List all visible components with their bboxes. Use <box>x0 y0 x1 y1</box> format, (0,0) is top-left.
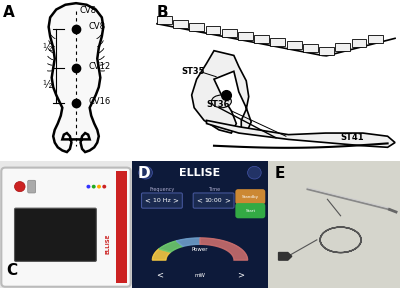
Text: C: C <box>6 263 18 278</box>
Polygon shape <box>152 249 170 260</box>
Text: Power: Power <box>192 247 208 253</box>
FancyBboxPatch shape <box>28 180 36 193</box>
FancyBboxPatch shape <box>303 44 318 52</box>
Text: ½: ½ <box>42 43 52 53</box>
Polygon shape <box>206 120 395 147</box>
Polygon shape <box>176 238 200 247</box>
Text: mW: mW <box>194 273 206 278</box>
FancyBboxPatch shape <box>287 41 302 49</box>
Text: CV8: CV8 <box>79 6 96 15</box>
Text: <: < <box>144 198 150 204</box>
FancyBboxPatch shape <box>222 29 237 37</box>
FancyBboxPatch shape <box>173 20 188 27</box>
FancyBboxPatch shape <box>206 26 220 34</box>
Circle shape <box>248 166 261 179</box>
Text: B: B <box>157 5 168 20</box>
Circle shape <box>14 181 25 192</box>
Text: Time: Time <box>208 187 220 192</box>
Text: >: > <box>224 198 230 204</box>
Text: A: A <box>3 5 15 20</box>
FancyBboxPatch shape <box>189 23 204 31</box>
Text: Frequency: Frequency <box>149 187 174 192</box>
Polygon shape <box>159 241 183 252</box>
Text: ST36: ST36 <box>206 100 230 109</box>
FancyBboxPatch shape <box>14 208 96 262</box>
FancyBboxPatch shape <box>238 32 253 40</box>
FancyBboxPatch shape <box>319 47 334 55</box>
Text: 10:00: 10:00 <box>205 198 222 203</box>
Text: <: < <box>196 198 202 204</box>
Text: ST41: ST41 <box>340 133 364 142</box>
Polygon shape <box>278 253 292 260</box>
FancyBboxPatch shape <box>193 193 234 208</box>
Text: ELLISE: ELLISE <box>106 233 111 254</box>
FancyBboxPatch shape <box>1 168 131 287</box>
FancyBboxPatch shape <box>235 189 265 204</box>
Text: Start: Start <box>245 209 255 213</box>
Circle shape <box>212 95 231 108</box>
Polygon shape <box>192 51 251 133</box>
FancyBboxPatch shape <box>254 35 269 43</box>
Text: ½: ½ <box>42 81 52 90</box>
Text: <: < <box>156 271 163 280</box>
Circle shape <box>86 185 90 189</box>
FancyBboxPatch shape <box>335 43 350 51</box>
FancyBboxPatch shape <box>157 16 172 24</box>
Text: CV12: CV12 <box>88 62 110 71</box>
Text: ST35: ST35 <box>182 67 205 76</box>
FancyBboxPatch shape <box>235 203 265 218</box>
Circle shape <box>92 185 96 189</box>
Polygon shape <box>200 238 248 260</box>
Text: ELLISE: ELLISE <box>179 168 221 178</box>
Text: >: > <box>172 198 178 204</box>
FancyBboxPatch shape <box>368 35 383 43</box>
Text: CV16: CV16 <box>88 97 110 106</box>
Circle shape <box>139 166 152 179</box>
Text: >: > <box>237 271 244 280</box>
FancyBboxPatch shape <box>142 193 182 208</box>
Polygon shape <box>49 3 103 152</box>
FancyBboxPatch shape <box>352 39 366 47</box>
Text: E: E <box>275 166 285 181</box>
Text: Standby: Standby <box>242 195 259 199</box>
Circle shape <box>102 185 106 189</box>
Circle shape <box>97 185 101 189</box>
Text: 10 Hz: 10 Hz <box>153 198 171 203</box>
Text: CV8: CV8 <box>88 22 105 31</box>
Bar <box>116 171 127 283</box>
FancyBboxPatch shape <box>270 38 285 46</box>
Text: D: D <box>138 166 150 181</box>
